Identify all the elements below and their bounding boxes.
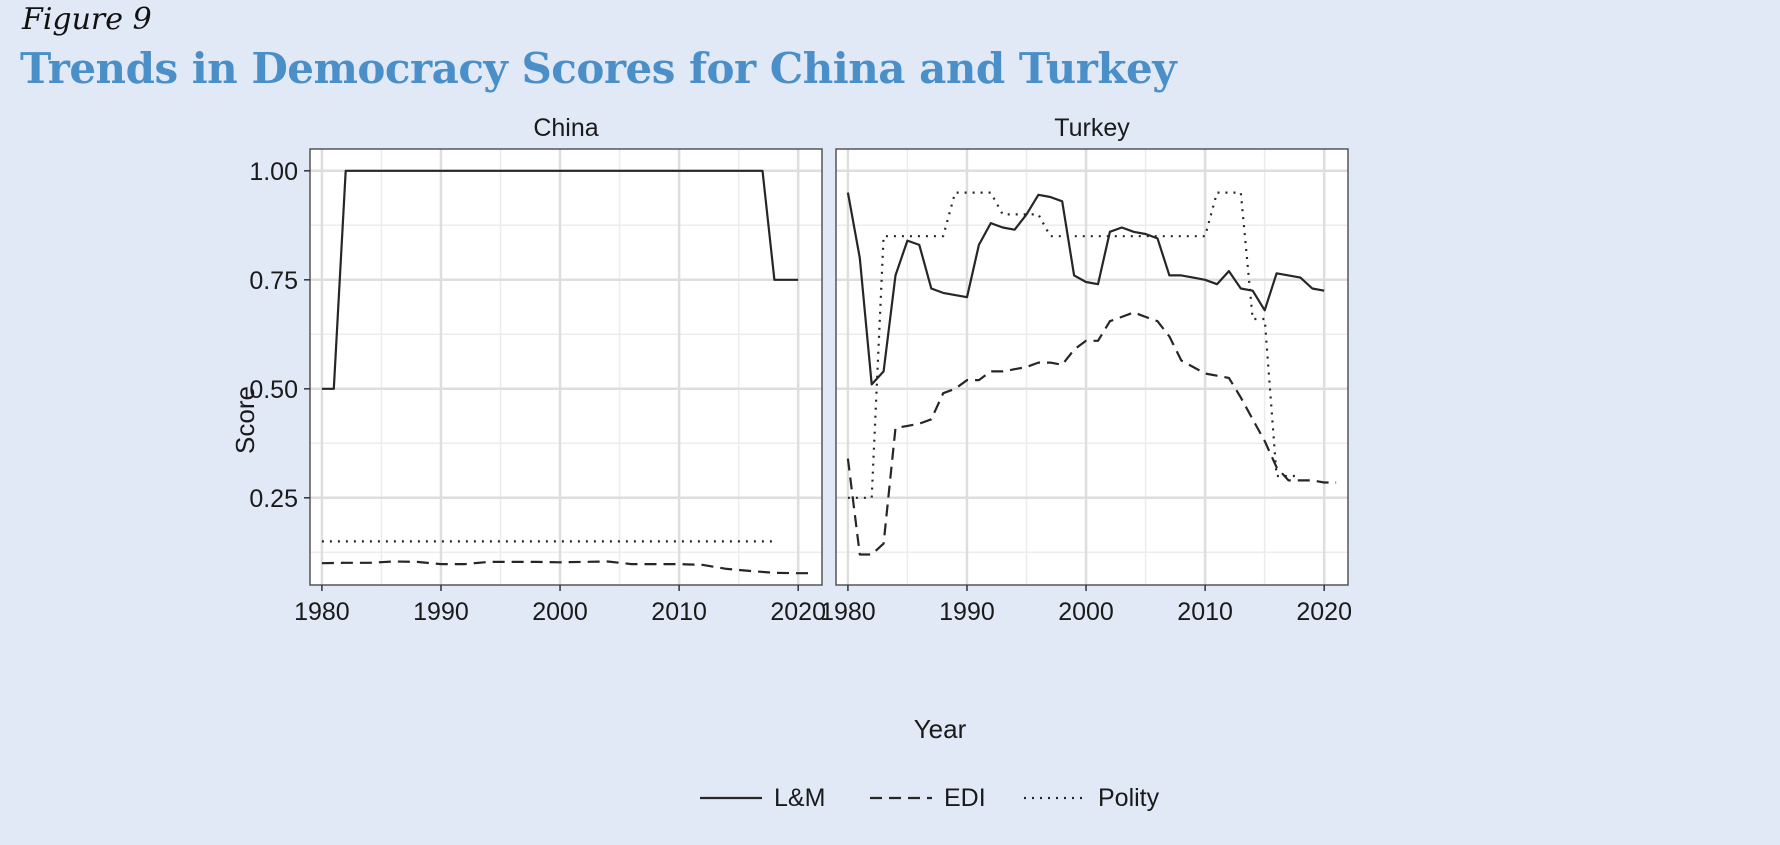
legend-label: L&M (774, 784, 825, 812)
x-tick-label: 2000 (532, 598, 588, 626)
x-tick-label: 2020 (1296, 598, 1352, 626)
legend: L&M EDI Polity (700, 784, 1160, 812)
legend-label: EDI (944, 784, 986, 812)
facet-title: China (533, 118, 598, 142)
y-axis-label: Score (230, 386, 260, 454)
x-tick-label: 2010 (1177, 598, 1233, 626)
x-tick-label: 2020 (770, 598, 826, 626)
y-tick-label: 1.00 (249, 158, 298, 186)
x-tick-label: 1990 (413, 598, 469, 626)
series-edi-china (321, 560, 811, 575)
x-tick-label: 1990 (939, 598, 995, 626)
series-lm-turkey (846, 192, 1325, 386)
facet-turkey: Turkey 1980 1990 2000 2010 2020 (820, 114, 1352, 626)
y-tick-label: 0.25 (249, 485, 298, 513)
x-tick-label: 1980 (820, 598, 876, 626)
plot-background (836, 149, 1348, 585)
legend-label: Polity (1098, 784, 1160, 812)
plot-border (309, 148, 823, 586)
x-tick-label: 1980 (294, 598, 350, 626)
y-tick-label: 0.50 (249, 376, 298, 404)
democracy-chart: China 1980 1990 2000 2010 2020 0.25 0.50 0.75 1.0… (230, 114, 1352, 812)
figure-label: Figure 9 (22, 2, 152, 37)
chart-panel: China 1980 1990 2000 2010 2020 0.25 0.50 0.75 1.0… (226, 114, 1542, 840)
series-edi-turkey (846, 311, 1337, 556)
plot-border (835, 148, 1349, 586)
x-tick-label: 2000 (1058, 598, 1114, 626)
facet-china: China 1980 1990 2000 2010 2020 0.25 0.50 0.75 1.0… (249, 114, 826, 626)
figure-title: Trends in Democracy Scores for China and… (20, 44, 1177, 93)
x-axis-label: Year (914, 714, 967, 744)
y-tick-label: 0.75 (249, 267, 298, 295)
plot-background (310, 149, 822, 585)
x-tick-label: 2010 (651, 598, 707, 626)
facets: China 1980 1990 2000 2010 2020 0.25 0.50 0.75 1.0… (249, 114, 1352, 626)
facet-title: Turkey (1054, 118, 1130, 142)
series-lm-china (321, 169, 799, 390)
